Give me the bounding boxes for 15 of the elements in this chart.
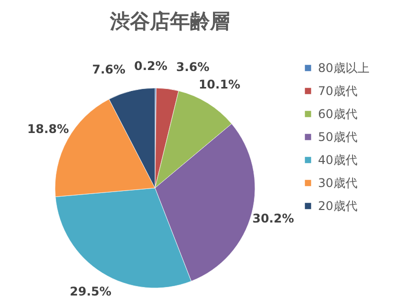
legend-label: 70歳代: [318, 84, 358, 98]
data-label: 29.5%: [70, 284, 112, 299]
data-label: 18.8%: [27, 122, 69, 136]
data-label: 30.2%: [252, 211, 294, 226]
data-label: 0.2%: [134, 59, 168, 73]
legend-label: 30歳代: [318, 176, 358, 190]
legend-label: 80歳以上: [318, 61, 370, 75]
legend-label: 40歳代: [318, 153, 358, 167]
legend-label: 50歳代: [318, 130, 358, 144]
data-label: 10.1%: [198, 77, 240, 92]
legend-label: 60歳代: [318, 107, 358, 121]
data-label: 3.6%: [176, 60, 210, 74]
legend-label: 20歳代: [318, 199, 358, 213]
chart-title: 渋谷店年齢層: [109, 9, 230, 33]
data-label: 7.6%: [92, 62, 126, 76]
